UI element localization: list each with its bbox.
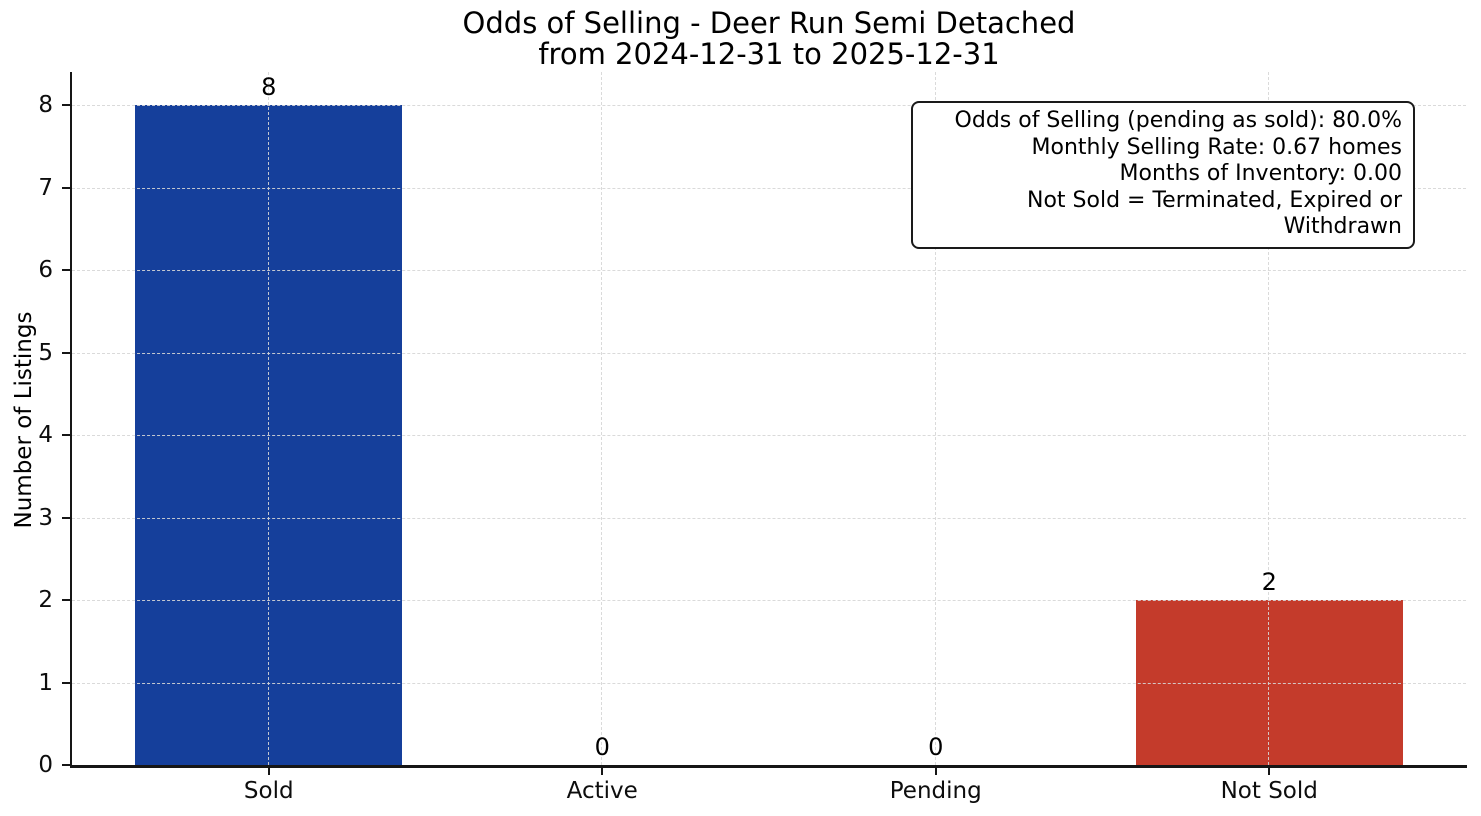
annotation-line-odds: Odds of Selling (pending as sold): 80.0% (954, 108, 1402, 133)
x-tick-label-active: Active (566, 778, 638, 804)
bar-value-label-not-sold: 2 (1261, 568, 1277, 596)
y-tick-label-8: 8 (38, 92, 53, 118)
y-tick-mark-4 (61, 434, 70, 436)
gridline-vertical-sold (267, 72, 269, 765)
y-tick-label-0: 0 (38, 752, 53, 778)
chart-title: Odds of Selling - Deer Run Semi Detached… (72, 8, 1466, 70)
gridline-horizontal-7 (72, 187, 1466, 189)
chart-title-line2: from 2024-12-31 to 2025-12-31 (538, 37, 1000, 71)
y-tick-mark-7 (61, 186, 70, 189)
gridline-horizontal-5 (72, 352, 1466, 354)
x-tick-label-pending: Pending (889, 778, 982, 804)
y-tick-label-6: 6 (38, 257, 53, 283)
y-tick-label-5: 5 (38, 339, 53, 366)
y-tick-mark-2 (61, 599, 70, 601)
y-tick-mark-8 (61, 104, 70, 106)
y-tick-label-7: 7 (38, 174, 53, 201)
y-tick-label-1: 1 (38, 669, 53, 696)
x-tick-mark-active (601, 767, 604, 775)
gridline-horizontal-4 (72, 435, 1466, 436)
y-tick-label-2: 2 (38, 587, 53, 613)
annotation-box: Odds of Selling (pending as sold): 80.0%… (911, 101, 1415, 249)
y-tick-mark-3 (61, 516, 70, 519)
annotation-line-inventory: Months of Inventory: 0.00 (1119, 161, 1402, 186)
x-tick-label-not-sold: Not Sold (1220, 778, 1318, 804)
y-tick-label-4: 4 (38, 422, 53, 448)
y-axis-spine (69, 72, 72, 768)
x-axis-spine (69, 765, 1467, 768)
gridline-vertical-not-sold (1268, 72, 1270, 765)
gridline-vertical-pending (934, 72, 936, 765)
y-tick-mark-0 (61, 764, 70, 766)
y-tick-mark-1 (61, 681, 70, 684)
x-tick-mark-not-sold (1268, 767, 1271, 775)
annotation-line-monthly-rate: Monthly Selling Rate: 0.67 homes (1031, 134, 1402, 160)
bar-value-label-sold: 8 (261, 73, 277, 101)
y-tick-mark-5 (61, 351, 70, 354)
gridline-horizontal-3 (72, 517, 1466, 519)
bar-value-label-pending: 0 (928, 733, 944, 761)
y-tick-mark-6 (61, 269, 70, 271)
plot-area: 8 0 0 2 (72, 72, 1466, 765)
gridline-horizontal-8 (72, 105, 1466, 106)
bar-value-label-active: 0 (594, 733, 610, 761)
chart-title-line1: Odds of Selling - Deer Run Semi Detached (462, 6, 1076, 40)
gridline-horizontal-1 (72, 682, 1466, 684)
gridline-horizontal-6 (72, 270, 1466, 271)
gridline-vertical-active (601, 72, 603, 765)
x-tick-label-sold: Sold (243, 778, 294, 804)
x-tick-mark-sold (267, 767, 270, 775)
x-tick-mark-pending (934, 767, 937, 775)
y-tick-label-3: 3 (38, 504, 53, 531)
annotation-line-not-sold-note: Not Sold = Terminated, Expired or Withdr… (1027, 187, 1402, 240)
gridline-horizontal-2 (72, 600, 1466, 601)
